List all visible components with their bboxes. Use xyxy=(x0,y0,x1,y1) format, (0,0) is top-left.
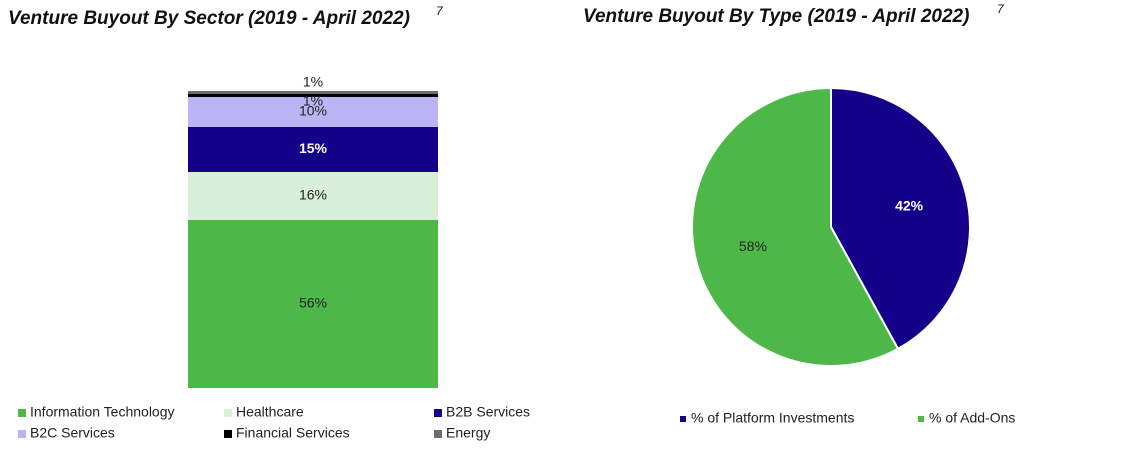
chart-title: Venture Buyout By Type (2019 - April 202… xyxy=(583,6,969,27)
legend-label: Energy xyxy=(446,425,490,441)
legend-swatch xyxy=(434,409,442,417)
bar-segment xyxy=(188,94,438,97)
pie-slice xyxy=(830,86,971,351)
data-label: 16% xyxy=(299,187,327,203)
bar-segment xyxy=(188,97,438,127)
legend-swatch xyxy=(918,416,924,422)
legend-swatch xyxy=(224,430,232,438)
bar-segment xyxy=(188,127,438,172)
legend-label: B2C Services xyxy=(30,425,115,441)
legend-label: % of Platform Investments xyxy=(691,410,854,426)
bar-segment xyxy=(188,172,438,220)
data-label: 42% xyxy=(895,198,924,214)
title-footnote: 7 xyxy=(436,4,444,18)
data-label: 10% xyxy=(299,103,327,119)
legend-swatch xyxy=(18,409,26,417)
bar-segment xyxy=(188,91,438,94)
legend-swatch xyxy=(224,409,232,417)
legend-label: Information Technology xyxy=(30,404,175,420)
bar-segment xyxy=(188,220,438,388)
data-label: 15% xyxy=(299,140,328,156)
data-label: 1% xyxy=(303,93,323,109)
pie-slice xyxy=(691,86,900,367)
data-label: 58% xyxy=(739,238,767,254)
data-label: 1% xyxy=(303,74,323,90)
data-label: 56% xyxy=(299,295,327,311)
chart-title: Venture Buyout By Sector (2019 - April 2… xyxy=(8,8,410,29)
legend-label: Healthcare xyxy=(236,404,304,420)
legend-swatch xyxy=(680,416,686,422)
legend-label: % of Add-Ons xyxy=(929,410,1015,426)
title-footnote: 7 xyxy=(997,2,1005,16)
legend-swatch xyxy=(18,430,26,438)
legend-label: B2B Services xyxy=(446,404,530,420)
legend-label: Financial Services xyxy=(236,425,350,441)
legend-swatch xyxy=(434,430,442,438)
